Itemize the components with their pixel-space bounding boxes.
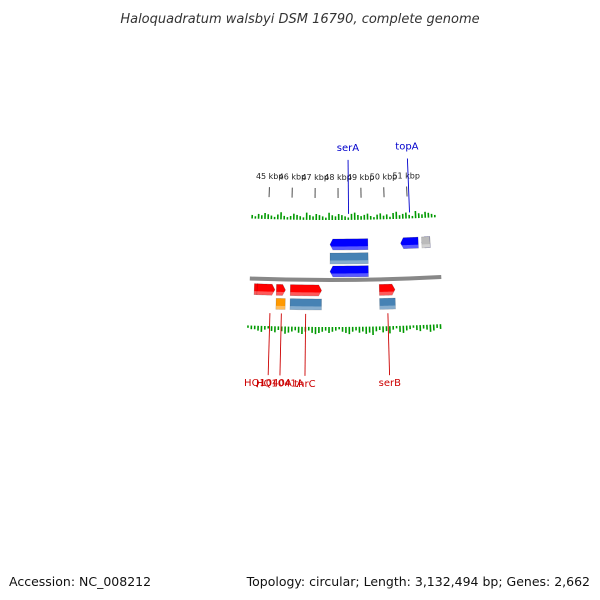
scale-tick-label-3: 48 kbp — [324, 173, 352, 182]
cds-feature-5 — [289, 284, 322, 297]
gene-label-serb: serB — [379, 378, 401, 389]
feature-highlight-11 — [400, 244, 419, 249]
label-leader-1 — [279, 313, 282, 376]
gene-label-hq1041a: HQ1041A — [256, 378, 304, 389]
gc-skew-track — [247, 210, 442, 335]
map-title: Haloquadratum walsbyi DSM 16790, complet… — [120, 12, 479, 27]
cds-feature-10 — [378, 283, 396, 296]
scale-tick-label-5: 50 kbp — [370, 172, 398, 181]
feature-highlight-8 — [330, 246, 368, 250]
feature-highlight-1 — [256, 291, 275, 296]
scale-tick-label-1: 46 kbp — [279, 173, 307, 182]
feature-highlight-6 — [330, 273, 369, 277]
scale-tick-label-6: 51 kbp — [392, 172, 420, 181]
feature-highlight-9 — [379, 305, 396, 310]
scale-tick-label-2: 47 kbp — [301, 173, 329, 182]
cds-feature-3 — [275, 284, 286, 296]
label-leader-2 — [304, 313, 307, 376]
feature-highlight-2 — [275, 305, 286, 310]
rna-feature-2 — [275, 298, 286, 310]
feature-highlight-10 — [379, 291, 396, 296]
gene-label-thrc: thrC — [294, 379, 315, 390]
gene-label-hq1040a: HQ1040A — [244, 378, 292, 389]
cds-feature-1 — [256, 283, 276, 296]
gene-label-topa: topA — [395, 142, 418, 153]
feature-highlight-7 — [330, 260, 369, 264]
label-leader-3 — [387, 313, 391, 376]
genome-summary-text: Topology: circular; Length: 3,132,494 bp… — [246, 574, 590, 589]
scale-tick-label-4: 49 kbp — [347, 173, 375, 182]
cds-feature-11 — [400, 236, 419, 249]
misc-feature-13 — [421, 236, 431, 249]
label-leader-5 — [406, 158, 410, 213]
feature-highlight-13 — [421, 244, 431, 248]
feature-highlight-5 — [290, 292, 322, 296]
gene-label-sera: serA — [337, 143, 359, 154]
genome-backbone — [249, 275, 442, 282]
feature-highlight-4 — [289, 306, 322, 310]
label-leader-0 — [267, 313, 271, 376]
scale-tick-label-0: 45 kbp — [256, 172, 284, 181]
accession-text: Accession: NC_008212 — [9, 574, 151, 589]
gene-bar-9 — [379, 297, 396, 310]
feature-highlight-3 — [276, 291, 286, 296]
gene-bar-7 — [329, 252, 369, 265]
cds-feature-8 — [329, 238, 369, 251]
gene-bar-4 — [289, 298, 322, 311]
cds-feature-6 — [329, 265, 369, 278]
feature-track — [253, 236, 431, 311]
